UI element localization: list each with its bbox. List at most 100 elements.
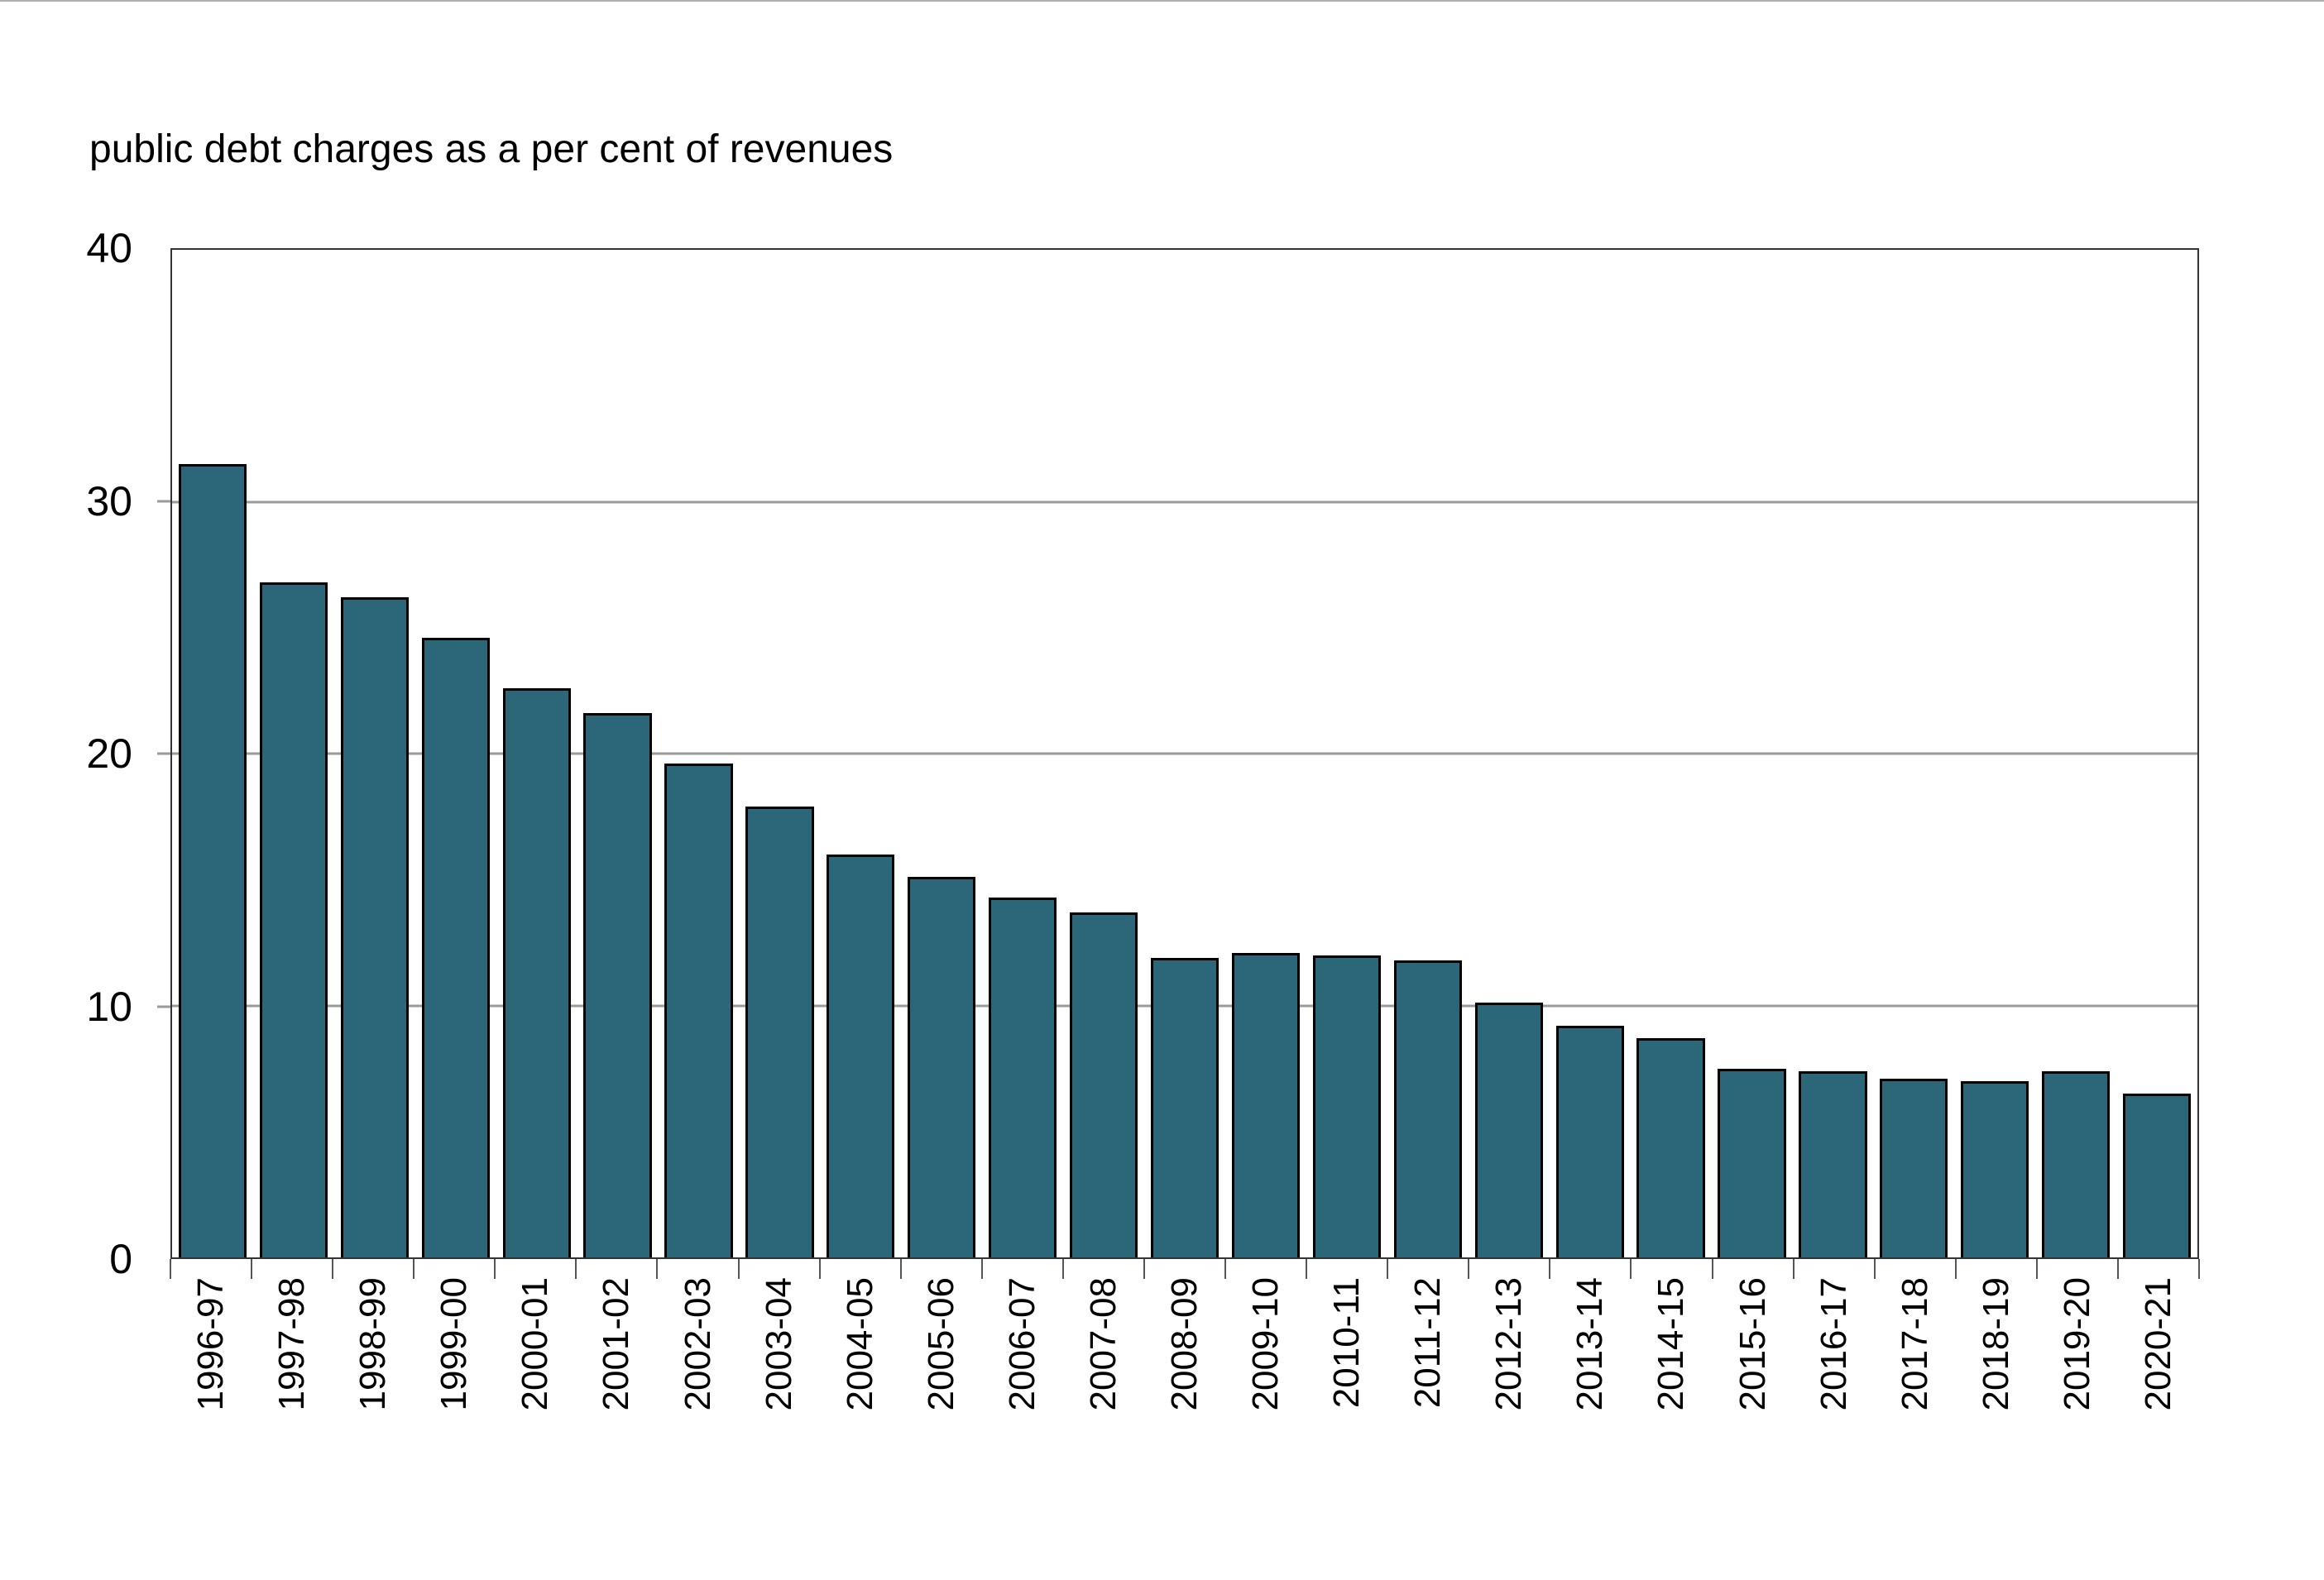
bar-slot-2020-21 [2116,250,2197,1257]
x-axis-tick-3 [413,1259,415,1279]
bar-1999-00 [421,637,490,1257]
x-axis-label-2002-03: 2002-03 [677,1277,718,1411]
bar-2010-11 [1312,955,1381,1257]
bar-slot-2012-13 [1469,250,1550,1257]
x-axis-tick-23 [2035,1259,2038,1279]
x-axis-label-2003-04: 2003-04 [758,1277,799,1411]
x-axis-label-2007-08: 2007-08 [1082,1277,1124,1411]
y-axis-label-20: 20 [86,730,132,777]
bar-slot-1996-97 [172,250,253,1257]
bar-slot-1999-00 [415,250,496,1257]
x-axis-label-2014-15: 2014-15 [1651,1277,1692,1411]
bar-slot-2009-10 [1225,250,1306,1257]
x-axis-tick-20 [1792,1259,1795,1279]
x-label-slot-2008-09: 2008-09 [1144,1259,1225,1410]
x-label-slot-1999-00: 1999-00 [414,1259,495,1410]
x-axis-label-2020-21: 2020-21 [2137,1277,2178,1411]
x-axis-tick-1 [251,1259,253,1279]
screenshot-top-border [0,0,2324,2]
x-axis-tick-4 [494,1259,496,1279]
x-label-slot-2011-12: 2011-12 [1387,1259,1469,1408]
x-label-slot-1998-99: 1998-99 [333,1259,414,1410]
bar-slot-2002-03 [659,250,740,1257]
x-axis-tick-9 [899,1259,902,1279]
x-axis-label-1998-99: 1998-99 [352,1277,394,1411]
bar-2005-06 [908,877,976,1257]
x-axis-label-1999-00: 1999-00 [434,1277,475,1411]
x-axis-label-2016-17: 2016-17 [1813,1277,1854,1411]
x-label-slot-2005-06: 2005-06 [901,1259,982,1410]
x-axis-tick-21 [1873,1259,1876,1279]
bar-slot-2000-01 [496,250,577,1257]
plot-area [170,248,2199,1259]
x-axis-label-2001-02: 2001-02 [596,1277,637,1411]
x-label-slot-2015-16: 2015-16 [1712,1259,1793,1410]
bar-slot-2011-12 [1387,250,1469,1257]
bar-2017-18 [1880,1078,1948,1257]
y-axis-tick-30 [157,500,172,502]
x-label-slot-1997-98: 1997-98 [252,1259,333,1410]
x-label-slot-2016-17: 2016-17 [1794,1259,1875,1410]
bar-1997-98 [259,582,328,1257]
y-axis-tick-10 [157,1005,172,1008]
bar-slot-2017-18 [1873,250,1954,1257]
x-label-slot-2017-18: 2017-18 [1875,1259,1956,1410]
x-axis-label-2018-19: 2018-19 [1975,1277,2016,1411]
y-axis-label-30: 30 [86,477,132,524]
bar-2006-07 [989,897,1057,1257]
bar-2001-02 [583,713,652,1257]
x-label-slot-2020-21: 2020-21 [2118,1259,2199,1410]
bar-slot-2006-07 [982,250,1063,1257]
y-axis-label-10: 10 [86,983,132,1030]
x-axis-tick-19 [1711,1259,1713,1279]
bar-slot-2004-05 [820,250,901,1257]
bar-2020-21 [2122,1094,2192,1257]
x-axis-label-2015-16: 2015-16 [1732,1277,1773,1411]
x-axis-tick-10 [980,1259,983,1279]
x-axis-tick-5 [575,1259,577,1279]
bar-2014-15 [1636,1038,1705,1257]
x-label-slot-2012-13: 2012-13 [1469,1259,1550,1410]
bar-2015-16 [1718,1068,1786,1257]
bar-2007-08 [1069,912,1138,1257]
bar-slot-1997-98 [253,250,334,1257]
x-axis-label-1997-98: 1997-98 [271,1277,313,1411]
x-label-slot-2002-03: 2002-03 [657,1259,738,1410]
x-label-slot-2009-10: 2009-10 [1225,1259,1306,1410]
x-axis-tick-12 [1143,1259,1145,1279]
y-axis-label-0: 0 [109,1236,132,1282]
x-label-slot-2007-08: 2007-08 [1063,1259,1144,1410]
bar-2012-13 [1474,1003,1543,1257]
bar-2013-14 [1555,1025,1624,1257]
bar-slot-2008-09 [1144,250,1225,1257]
x-label-slot-2013-14: 2013-14 [1550,1259,1631,1410]
bars-row [172,250,2197,1257]
bar-2019-20 [2042,1070,2111,1257]
x-label-slot-2003-04: 2003-04 [739,1259,820,1410]
x-axis-labels: 1996-97 1997-98 1998-99 1999-00 2000-01 2001-… [170,1259,2199,1557]
x-label-slot-2000-01: 2000-01 [495,1259,576,1410]
bar-2002-03 [664,764,733,1257]
bar-slot-2010-11 [1306,250,1387,1257]
bar-slot-2016-17 [1792,250,1873,1257]
x-axis-label-1996-97: 1996-97 [190,1277,232,1411]
x-axis-label-2012-13: 2012-13 [1488,1277,1530,1411]
bar-2009-10 [1231,952,1301,1257]
bar-slot-2014-15 [1631,250,1712,1257]
x-axis-tick-0 [170,1259,171,1279]
x-axis-tick-11 [1061,1259,1064,1279]
x-axis-label-2013-14: 2013-14 [1569,1277,1611,1411]
chart-title: public debt charges as a per cent of rev… [89,127,894,171]
x-label-slot-2004-05: 2004-05 [820,1259,901,1410]
x-axis-tick-2 [332,1259,334,1279]
bar-2000-01 [502,687,571,1257]
x-axis-tick-15 [1387,1259,1389,1279]
x-axis-tick-18 [1630,1259,1632,1279]
x-axis-label-2017-18: 2017-18 [1894,1277,1935,1411]
x-axis-label-2019-20: 2019-20 [2056,1277,2097,1411]
bar-slot-2015-16 [1712,250,1793,1257]
x-label-slot-2006-07: 2006-07 [982,1259,1063,1410]
x-axis-tick-22 [1954,1259,1957,1279]
bar-slot-2001-02 [577,250,659,1257]
